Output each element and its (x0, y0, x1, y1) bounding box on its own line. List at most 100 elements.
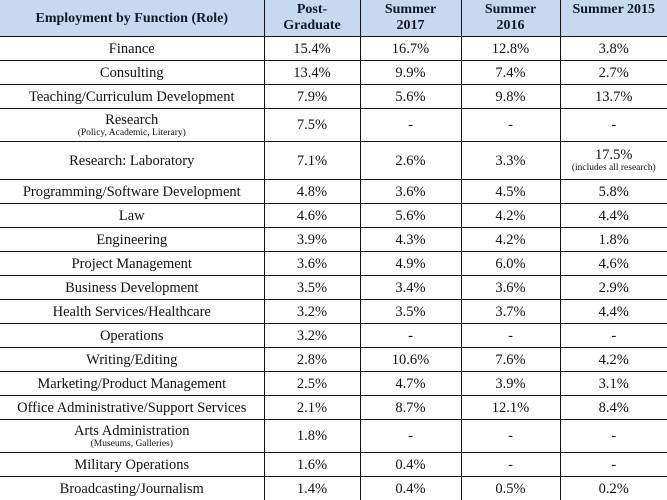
summer-2016-cell: 6.0% (461, 252, 560, 276)
post-graduate-cell: 4.6% (264, 204, 360, 228)
role-cell: Project Management (0, 252, 264, 276)
post-graduate-cell: 15.4% (264, 37, 360, 61)
post-graduate-cell: 3.9% (264, 228, 360, 252)
summer-2016-cell: 3.6% (461, 276, 560, 300)
summer-2015-cell: 4.2% (560, 348, 667, 372)
role-cell: Research(Policy, Academic, Literary) (0, 109, 264, 142)
header-post-graduate-line1: Post- (265, 2, 360, 18)
summer-2016-cell: 4.5% (461, 180, 560, 204)
summer-2015-cell: 4.4% (560, 300, 667, 324)
role-cell: Writing/Editing (0, 348, 264, 372)
role-cell: Engineering (0, 228, 264, 252)
post-graduate-cell: 13.4% (264, 61, 360, 85)
summer-2016-cell: - (461, 453, 560, 477)
summer-2017-cell: 16.7% (360, 37, 461, 61)
role-cell: Office Administrative/Support Services (0, 396, 264, 420)
summer-2017-cell: 5.6% (360, 85, 461, 109)
summer-2015-cell: 8.4% (560, 396, 667, 420)
header-row: Employment by Function (Role) Post- Grad… (0, 0, 667, 37)
summer-2015-cell: 2.7% (560, 61, 667, 85)
header-role: Employment by Function (Role) (0, 0, 264, 37)
summer-2016-cell: 4.2% (461, 204, 560, 228)
summer-2015-cell: 1.8% (560, 228, 667, 252)
summer-2016-cell: 9.8% (461, 85, 560, 109)
post-graduate-cell: 1.4% (264, 477, 360, 500)
header-summer-2016: Summer 2016 (461, 0, 560, 37)
summer-2017-cell: 3.4% (360, 276, 461, 300)
summer-2016-cell: 12.8% (461, 37, 560, 61)
header-post-graduate-line2: Graduate (265, 18, 360, 34)
role-cell: Operations (0, 324, 264, 348)
summer-2015-cell: 3.8% (560, 37, 667, 61)
summer-2017-cell: 3.6% (360, 180, 461, 204)
summer-2017-cell: 9.9% (360, 61, 461, 85)
summer-2017-cell: 0.4% (360, 453, 461, 477)
summer-2016-cell: - (461, 324, 560, 348)
summer-2017-cell: - (360, 420, 461, 453)
role-cell: Broadcasting/Journalism (0, 477, 264, 500)
summer-2015-cell: - (560, 453, 667, 477)
summer-2017-cell: 3.5% (360, 300, 461, 324)
summer-2016-cell: 0.5% (461, 477, 560, 500)
summer-2016-cell: 4.2% (461, 228, 560, 252)
summer-2015-cell: - (560, 324, 667, 348)
role-cell: Research: Laboratory (0, 142, 264, 180)
summer-2016-cell: - (461, 420, 560, 453)
role-cell-value: Arts Administration (0, 423, 264, 439)
table-row: Research(Policy, Academic, Literary)7.5%… (0, 109, 667, 142)
header-summer-2017-line2: 2017 (361, 18, 461, 34)
role-cell: Marketing/Product Management (0, 372, 264, 396)
role-cell: Business Development (0, 276, 264, 300)
summer-2017-cell: 10.6% (360, 348, 461, 372)
summer-2017-cell: 5.6% (360, 204, 461, 228)
post-graduate-cell: 2.1% (264, 396, 360, 420)
role-cell: Health Services/Healthcare (0, 300, 264, 324)
summer-2016-cell: 7.4% (461, 61, 560, 85)
role-cell: Law (0, 204, 264, 228)
post-graduate-cell: 2.8% (264, 348, 360, 372)
post-graduate-cell: 3.2% (264, 300, 360, 324)
post-graduate-cell: 7.5% (264, 109, 360, 142)
summer-2015-cell: 5.8% (560, 180, 667, 204)
post-graduate-cell: 4.8% (264, 180, 360, 204)
table-row: Arts Administration(Museums, Galleries)1… (0, 420, 667, 453)
header-summer-2015: Summer 2015 (560, 0, 667, 37)
post-graduate-cell: 3.2% (264, 324, 360, 348)
header-summer-2017: Summer 2017 (360, 0, 461, 37)
header-summer-2017-line1: Summer (361, 2, 461, 18)
summer-2015-cell-note: (includes all research) (561, 163, 667, 174)
post-graduate-cell: 2.5% (264, 372, 360, 396)
summer-2017-cell: 4.9% (360, 252, 461, 276)
summer-2015-cell: 13.7% (560, 85, 667, 109)
summer-2015-cell: 2.9% (560, 276, 667, 300)
post-graduate-cell: 7.1% (264, 142, 360, 180)
summer-2016-cell: 12.1% (461, 396, 560, 420)
summer-2015-cell: - (560, 109, 667, 142)
summer-2015-cell: 4.4% (560, 204, 667, 228)
post-graduate-cell: 3.5% (264, 276, 360, 300)
summer-2017-cell: - (360, 109, 461, 142)
header-summer-2016-line2: 2016 (462, 18, 560, 34)
role-cell-note: (Museums, Galleries) (0, 439, 264, 450)
summer-2017-cell: - (360, 324, 461, 348)
summer-2015-cell: 4.6% (560, 252, 667, 276)
role-cell: Consulting (0, 61, 264, 85)
summer-2017-cell: 0.4% (360, 477, 461, 500)
header-summer-2016-line1: Summer (462, 2, 560, 18)
post-graduate-cell: 1.8% (264, 420, 360, 453)
